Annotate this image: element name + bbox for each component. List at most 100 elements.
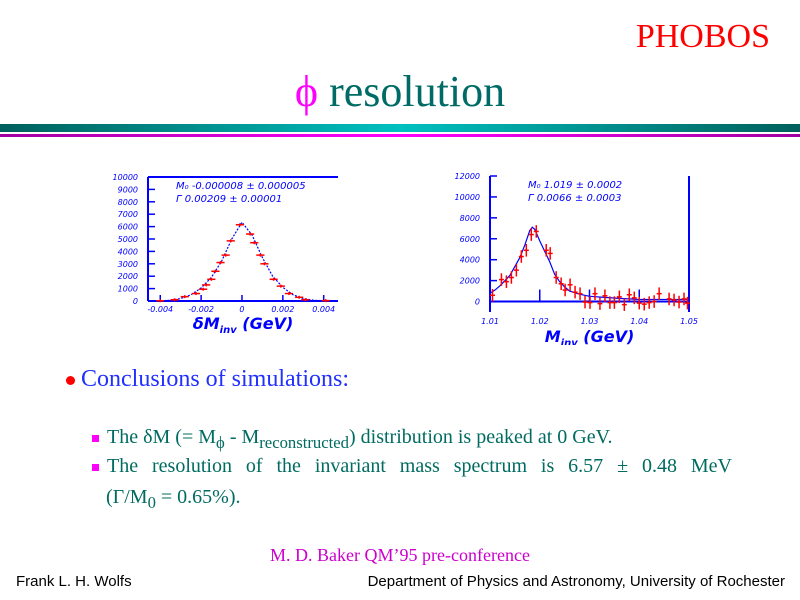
subscript: 0: [147, 493, 156, 512]
y-tick-label: 12000: [455, 172, 480, 181]
y-tick-label: 7000: [118, 210, 138, 219]
data-point: [562, 283, 568, 297]
y-tick-label: 3000: [118, 260, 138, 269]
data-point: [211, 269, 220, 273]
data-point: [528, 228, 534, 241]
data-point: [616, 290, 622, 304]
data-point: [533, 225, 539, 238]
data-point: [543, 244, 549, 257]
data-point: [284, 292, 294, 296]
data-point: [321, 299, 330, 303]
data-point: [582, 295, 588, 309]
y-tick-label: 6000: [460, 235, 480, 244]
y-tick-label: 6000: [118, 223, 138, 232]
data-point: [256, 253, 265, 257]
data-point: [611, 296, 617, 309]
y-tick-label: 2000: [118, 272, 138, 281]
data-point: [572, 285, 578, 299]
data-point: [671, 293, 677, 307]
square-bullet-icon: [92, 463, 99, 471]
y-tick-label: 4000: [118, 247, 138, 256]
x-tick-label: 0.002: [271, 305, 294, 314]
data-point: [216, 261, 225, 265]
data-point: [567, 278, 573, 292]
conclusion-item-1: The δM (= Mϕ - Mreconstructed) distribut…: [92, 426, 612, 453]
data-point: [641, 297, 647, 311]
data-point: [558, 277, 564, 291]
data-point: [269, 277, 278, 281]
data-point: [518, 250, 524, 263]
data-point: [676, 295, 682, 309]
minv-histogram: 0 2000 4000 6000 8000 10000 12000 1.01 1.02 1.03 1…: [455, 172, 698, 345]
data-point: [498, 273, 504, 286]
x-tick-label: -0.004: [147, 305, 173, 314]
data-point: [666, 292, 672, 306]
subscript: reconstructed: [259, 433, 349, 452]
x-tick-label: 1.04: [630, 317, 648, 326]
y-tick-label: 9000: [118, 185, 138, 194]
data-point: [607, 296, 613, 309]
text: - M: [224, 426, 260, 448]
y-tick-label: 5000: [118, 235, 138, 244]
data-point: [503, 275, 509, 288]
data-point: [656, 287, 662, 300]
data-point: [651, 295, 657, 308]
y-tick-label: 8000: [118, 198, 138, 207]
conclusions-heading: Conclusions of simulations:: [66, 366, 349, 393]
bullet-icon: [66, 375, 75, 385]
data-point: [156, 299, 165, 303]
text: = 0.65%).: [155, 486, 241, 508]
delta-m-histogram: 0 1000 2000 3000 4000 5000 6000 7000 8000 9000 100…: [113, 173, 338, 336]
data-point: [523, 244, 529, 257]
data-point: [621, 298, 627, 311]
data-point: [508, 271, 514, 284]
data-point: [246, 232, 255, 236]
data-point: [199, 287, 208, 291]
text: The δM (= M: [107, 426, 217, 448]
data-point: [202, 283, 211, 287]
fit-curve: [150, 221, 334, 302]
magenta-divider: [0, 134, 800, 137]
slide-title: ϕ resolution: [0, 66, 800, 117]
x-tick-label: 0: [239, 305, 244, 314]
x-tick-label: 1.05: [680, 317, 698, 326]
data-point: [276, 284, 285, 288]
data-point: [250, 241, 259, 245]
credit-line: M. D. Baker QM’95 pre-conference: [270, 545, 530, 565]
y-tick-label: 4000: [460, 256, 480, 265]
y-tick-label: 8000: [460, 214, 480, 223]
data-point: [592, 287, 598, 300]
conclusion-item-2: The resolution of the invariant mass spe…: [92, 455, 732, 478]
title-text: resolution: [329, 67, 506, 116]
data-point: [170, 298, 179, 302]
data-point: [295, 295, 304, 299]
data-point: [636, 296, 642, 310]
data-point: [207, 277, 216, 281]
heading-text: Conclusions of simulations:: [81, 366, 350, 392]
x-tick-label: -0.002: [188, 305, 214, 314]
data-point: [513, 263, 519, 277]
x-axis-label: δMinv (GeV): [193, 314, 294, 336]
data-point: [260, 262, 269, 266]
footer-department: Department of Physics and Astronomy, Uni…: [367, 573, 785, 590]
data-point: [180, 295, 189, 299]
footer-author: Frank L. H. Wolfs: [16, 573, 132, 590]
data-point: [602, 289, 608, 303]
data-point: [685, 296, 690, 310]
data-point: [490, 288, 495, 302]
data-point: [191, 292, 201, 296]
y-tick-label: 2000: [460, 277, 480, 286]
x-axis-label: Minv (GeV): [545, 327, 635, 345]
data-point: [221, 253, 230, 257]
x-tick-label: 1.02: [531, 317, 549, 326]
data-point: [631, 291, 637, 305]
conclusion-item-2-cont: (Γ/M0 = 0.65%).: [106, 486, 241, 513]
teal-divider: [0, 124, 800, 132]
brand-label: PHOBOS: [635, 18, 770, 55]
y-tick-label: 0: [133, 297, 138, 306]
data-point: [626, 288, 632, 302]
subscript: ϕ: [216, 433, 225, 452]
data-point: [587, 296, 593, 309]
y-tick-label: 0: [475, 298, 480, 307]
data-point: [577, 287, 583, 300]
